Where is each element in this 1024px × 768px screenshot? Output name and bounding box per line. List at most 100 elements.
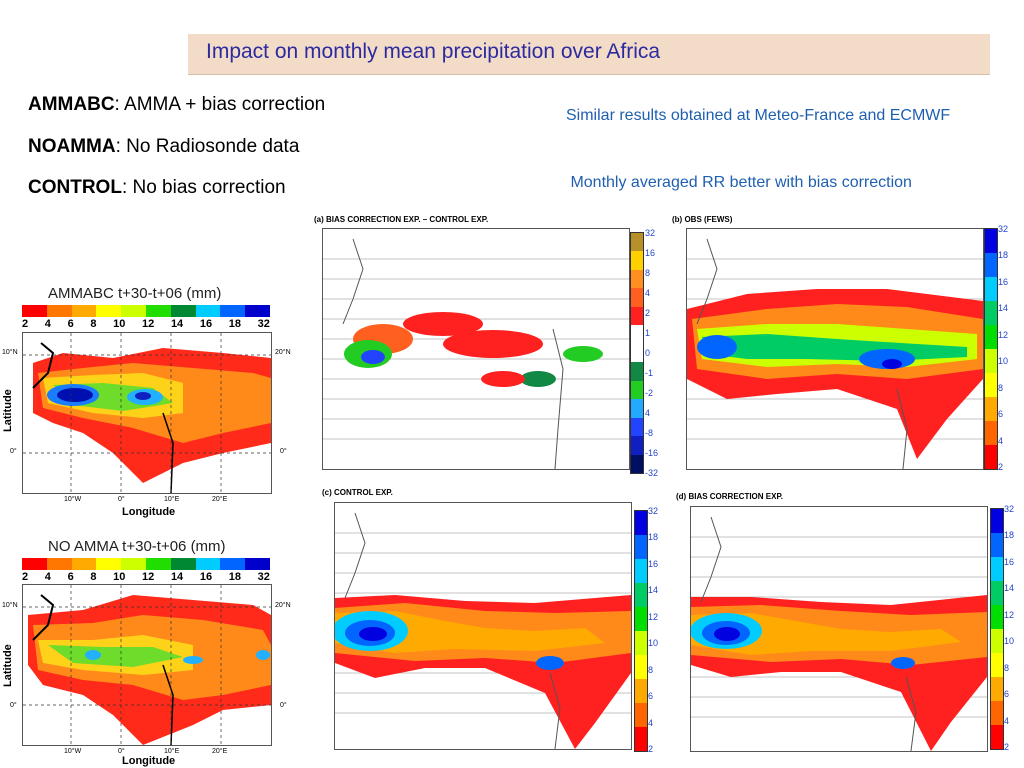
colorbar-swatch [635, 511, 647, 535]
definition-desc: : No bias correction [121, 177, 286, 198]
diff-map-svg [323, 238, 629, 469]
lon-label: 10°E [164, 748, 180, 755]
scale-swatch [22, 558, 47, 570]
lat-label: 0° [10, 448, 17, 455]
colorbar-label: 32 [648, 506, 659, 516]
precip-map-svg [335, 512, 631, 749]
colorbar-label: 10 [998, 356, 1009, 367]
scale-tick-label: 4 [44, 571, 51, 583]
panel-d-title: (d) BIAS CORRECTION EXP. [676, 492, 783, 501]
colorbar-swatch [635, 535, 647, 559]
colorbar-label: 10 [1004, 636, 1015, 647]
precip-map-noamma [22, 584, 272, 746]
lon-label: 0° [118, 496, 125, 503]
colorbar-swatch [991, 629, 1003, 653]
colorbar-swatch [631, 306, 643, 326]
colorbar-swatch [631, 362, 643, 381]
colorbar-swatch [631, 454, 643, 474]
definition-noamma: NOAMMA: No Radiosonde data [28, 136, 299, 158]
colorbar-label: 12 [998, 329, 1009, 340]
scale-swatch [195, 305, 221, 317]
left-panel-title: AMMABC t+30-t+06 (mm) [48, 285, 222, 302]
scale-swatch [71, 558, 97, 570]
lat-label: 10°N [2, 602, 18, 609]
scale-tick-label: 12 [142, 318, 155, 330]
left-panel-title: NO AMMA t+30-t+06 (mm) [48, 538, 226, 555]
scale-tick-label: 14 [170, 318, 184, 330]
precip-map-svg [23, 333, 271, 493]
colorbar-swatch [985, 325, 997, 349]
colorbar-d [990, 508, 1004, 750]
colorbar-swatch [631, 417, 643, 437]
panel-c-title: (c) CONTROL EXP. [322, 488, 393, 497]
scale-swatch [145, 305, 171, 317]
left-scale-bar [22, 305, 270, 317]
lon-label: 20°E [212, 496, 228, 503]
scale-swatch [195, 558, 221, 570]
scale-tick-label: 12 [142, 571, 155, 583]
lat-label: 0° [10, 702, 17, 709]
scale-tick-label: 4 [44, 318, 51, 330]
colorbar-swatch [985, 373, 997, 397]
scale-swatch [96, 305, 122, 317]
definition-ammabc: AMMABC: AMMA + bias correction [28, 94, 325, 116]
colorbar-label: 8 [645, 268, 651, 278]
lon-label: 10°W [64, 748, 82, 755]
colorbar-label: 32 [645, 228, 656, 238]
colorbar-swatch [991, 533, 1003, 557]
colorbar-swatch [635, 703, 647, 727]
y-axis-label: Latitude [2, 389, 14, 432]
colorbar-label: 6 [998, 409, 1004, 420]
colorbar-swatch [985, 349, 997, 373]
colorbar-swatch [991, 653, 1003, 677]
colorbar-label: 18 [998, 250, 1009, 261]
definition-term: CONTROL [28, 177, 122, 198]
colorbar-swatch [635, 559, 647, 583]
scale-swatch [245, 305, 270, 317]
scale-tick-label: 6 [67, 318, 74, 330]
scale-swatch [170, 305, 196, 317]
panel-a-title: (a) BIAS CORRECTION EXP. – CONTROL EXP. [314, 215, 489, 224]
scale-tick-label: 32 [257, 318, 270, 330]
colorbar-label: 16 [998, 276, 1009, 287]
colorbar-label: 4 [998, 435, 1004, 446]
precip-map-svg [691, 516, 987, 751]
scale-swatch [71, 305, 97, 317]
colorbar-label: 18 [1004, 530, 1015, 541]
precip-map-ammabc [22, 332, 272, 494]
colorbar-label: 2 [1004, 741, 1010, 752]
colorbar-swatch [635, 655, 647, 679]
scale-swatch [220, 558, 246, 570]
colorbar-swatch [991, 557, 1003, 581]
colorbar-swatch [985, 277, 997, 301]
definition-desc: : No Radiosonde data [115, 136, 300, 157]
colorbar-label: 14 [648, 585, 659, 596]
left-scale-bar [22, 558, 270, 570]
colorbar-a-labels: 32 16 8 4 2 1 0 -1 -2 4 -8 -16 -32 [645, 228, 667, 478]
scale-tick-label: 10 [113, 571, 126, 583]
definition-control: CONTROL: No bias correction [28, 177, 286, 199]
scale-tick-label: 14 [170, 571, 184, 583]
scale-swatch [220, 305, 246, 317]
scale-swatch [145, 558, 171, 570]
colorbar-label: 4 [648, 717, 654, 728]
colorbar-label: 6 [648, 691, 654, 702]
colorbar-swatch [635, 631, 647, 655]
scale-tick-label: 2 [22, 571, 29, 583]
scale-tick-label: 32 [257, 571, 270, 583]
colorbar-label: 12 [1004, 609, 1015, 620]
map-panel-b [686, 228, 984, 470]
colorbar-c [634, 510, 648, 752]
colorbar-label: 32 [998, 224, 1009, 234]
colorbar-label: -16 [645, 448, 659, 458]
x-axis-label: Longitude [122, 506, 176, 518]
colorbar-swatch [631, 399, 643, 418]
colorbar-label: 0 [645, 348, 651, 358]
scale-swatch [46, 558, 72, 570]
x-axis-label: Longitude [122, 755, 176, 767]
colorbar-label: 10 [648, 638, 659, 649]
colorbar-swatch [631, 380, 643, 400]
scale-tick-label: 6 [67, 571, 74, 583]
colorbar-swatch [635, 607, 647, 631]
colorbar-label: 14 [998, 303, 1009, 314]
